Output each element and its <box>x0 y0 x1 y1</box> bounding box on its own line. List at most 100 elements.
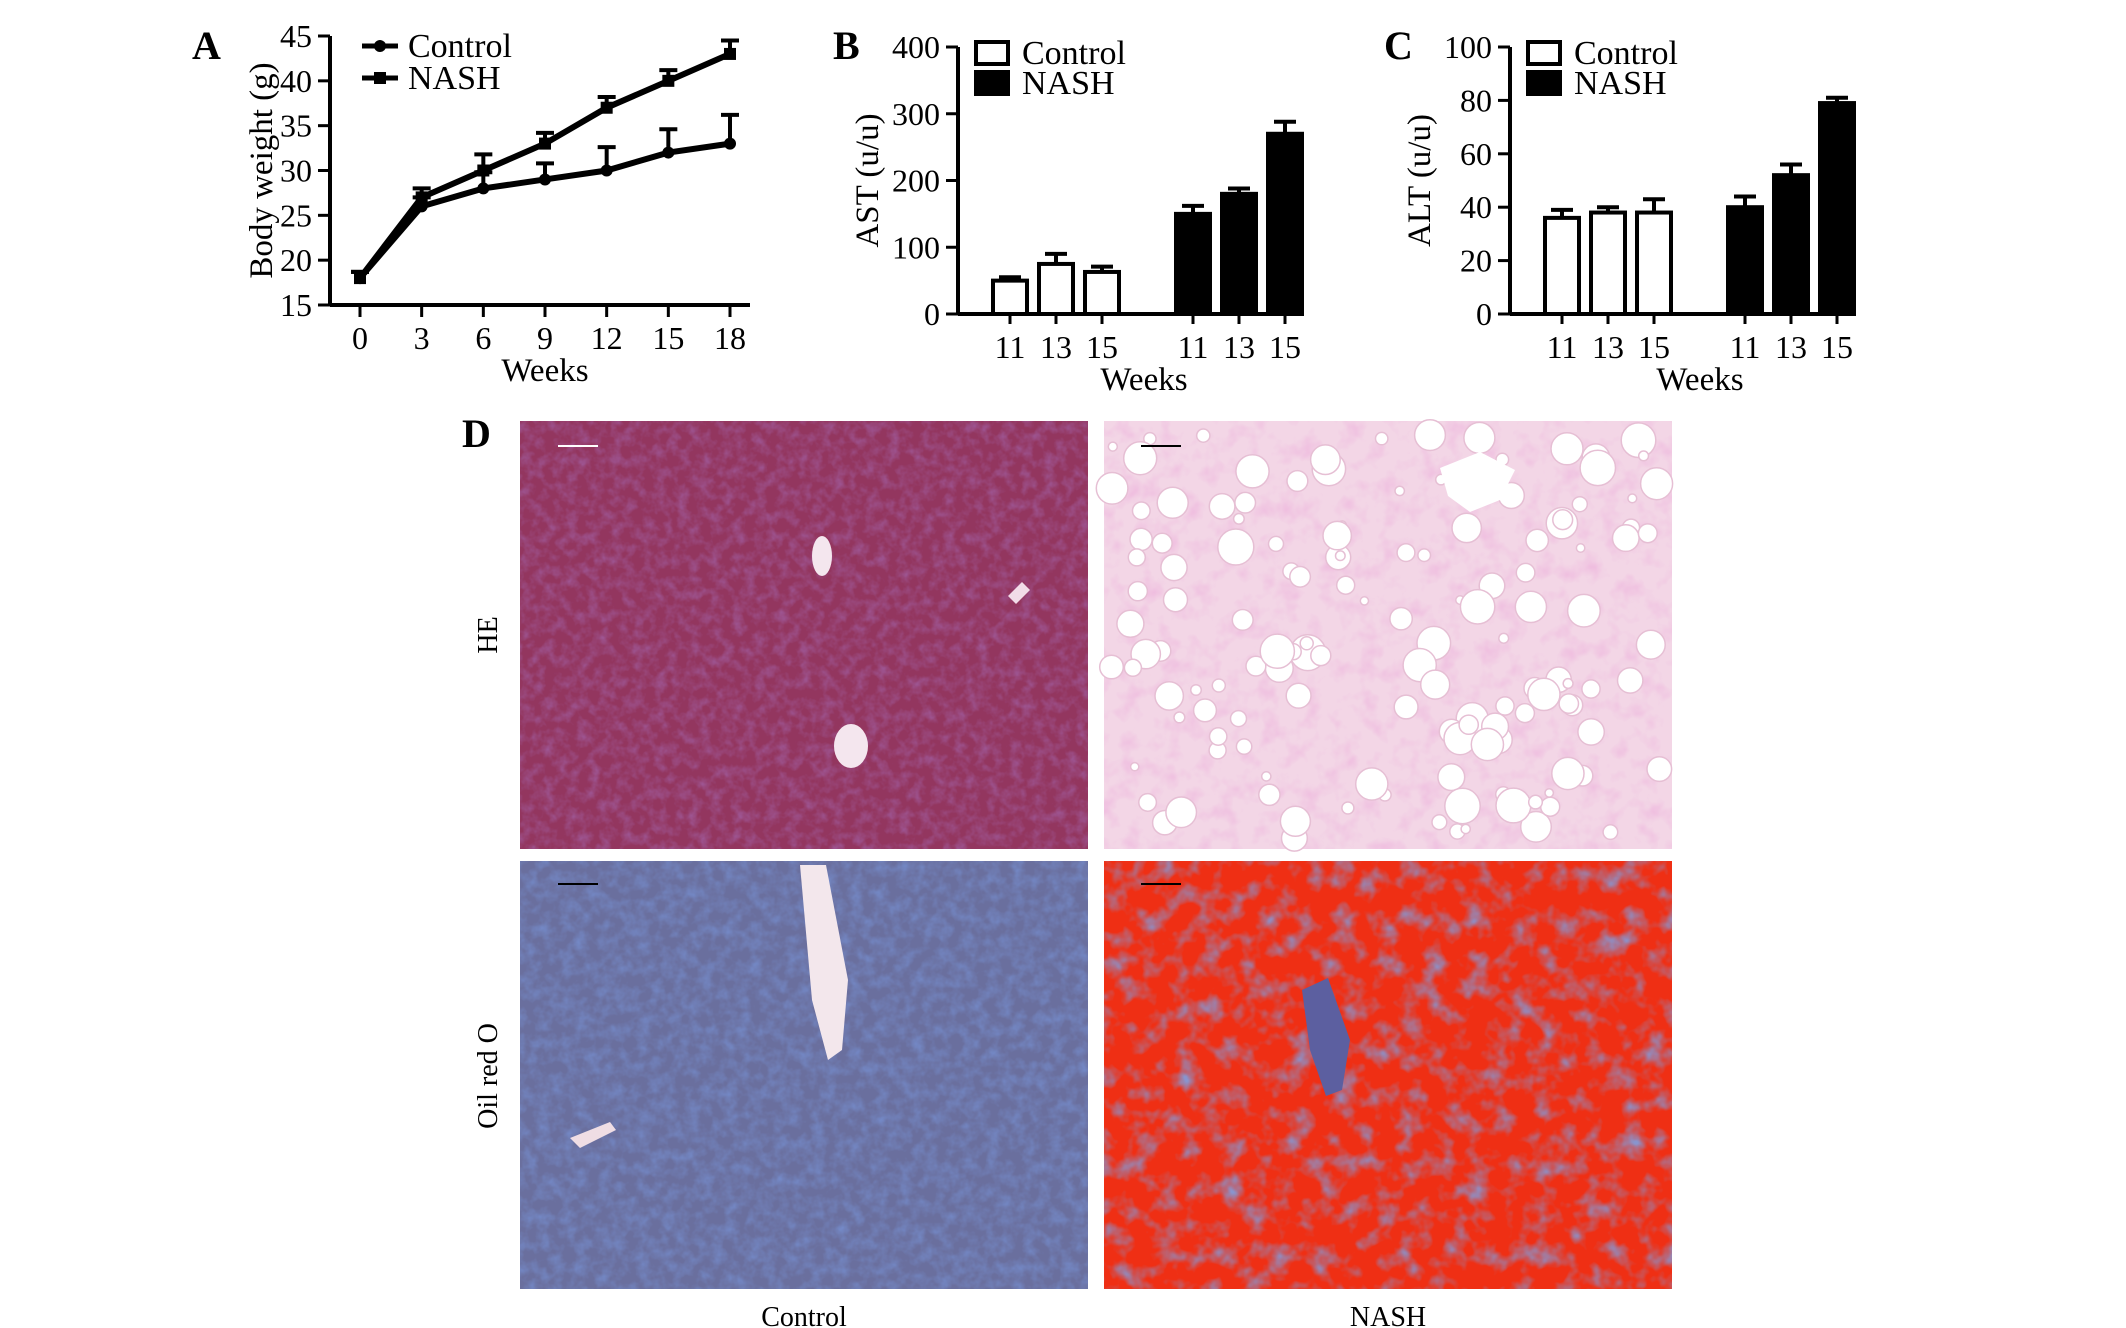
he-nash-vacuole <box>1138 792 1158 812</box>
he-nash-vacuole <box>1646 756 1673 783</box>
he-nash-vacuole <box>1451 512 1483 544</box>
he-control-texture <box>520 421 1088 849</box>
c-y-tick-label: 60 <box>1460 136 1492 172</box>
he-nash-vacuole <box>1289 565 1312 588</box>
oil-control-vein-2 <box>570 1122 616 1148</box>
he-nash-vacuole <box>1571 495 1589 513</box>
he-nash-vacuole <box>1151 532 1173 554</box>
he-nash-vacuole <box>1245 655 1267 677</box>
a-x-tick-label: 6 <box>475 320 491 356</box>
he-nash-vacuole <box>1581 679 1601 699</box>
he-nash-vacuole <box>1232 512 1245 525</box>
micrograph-he-nash <box>1095 418 1674 852</box>
c-y-tick-label: 20 <box>1460 243 1492 279</box>
c-legend-label: Control <box>1574 35 1678 72</box>
c-bar-control <box>1543 215 1581 317</box>
a-legend-label: Control <box>408 28 512 65</box>
he-nash-vacuole <box>1431 814 1448 831</box>
b-y-axis-title: AST (u/u) <box>850 113 886 247</box>
b-x-tick-label: 15 <box>1269 329 1301 365</box>
he-nash-vacuole <box>1602 824 1619 841</box>
he-nash-vacuole <box>1299 636 1314 651</box>
he-nash-vacuole <box>1444 787 1481 825</box>
b-bar-nash <box>1220 191 1258 317</box>
he-nash-vacuole <box>1259 633 1296 670</box>
c-y-tick-label: 0 <box>1476 296 1492 332</box>
he-nash-vacuole <box>1116 609 1145 639</box>
he-nash-vacuole <box>1310 644 1332 667</box>
he-nash-vacuole <box>1160 553 1188 582</box>
he-control-vein-3 <box>1008 582 1030 604</box>
column-label-nash: NASH <box>1350 1302 1426 1328</box>
he-nash-vacuole <box>1519 810 1553 843</box>
body-weight-line-chart: 15 20 25 30 35 40 45 0 3 6 9 12 15 18 Weeks Body weight… <box>244 18 750 389</box>
he-nash-vacuole <box>1341 801 1355 815</box>
c-x-tick-label: 15 <box>1638 329 1670 365</box>
a-y-tick-label: 25 <box>280 197 312 233</box>
b-legend-label: NASH <box>1022 65 1115 102</box>
a-x-tick-label: 9 <box>537 320 553 356</box>
micrograph-oil-control <box>520 861 1088 1289</box>
he-nash-vacuole <box>1231 608 1254 632</box>
panel-letter-d: D <box>462 411 491 456</box>
he-nash-vacuole <box>1234 491 1257 514</box>
a-point-nash <box>662 74 675 87</box>
he-nash-vacuole <box>1551 756 1585 791</box>
he-nash-vacuole <box>1639 466 1674 501</box>
he-nash-vacuole <box>1122 440 1158 476</box>
row-label-he: HE <box>473 616 504 653</box>
a-point-nash <box>354 272 366 285</box>
c-legend-label: NASH <box>1574 65 1667 102</box>
he-nash-vacuole <box>1616 666 1644 694</box>
c-legend-swatch-nash <box>1526 70 1562 96</box>
he-nash-vacuole <box>1579 449 1617 487</box>
he-nash-vacuole <box>1498 632 1510 644</box>
c-bar-nash <box>1772 173 1810 316</box>
a-point-nash <box>724 47 736 60</box>
b-y-tick-label: 0 <box>924 296 940 332</box>
he-nash-vacuole <box>1258 783 1281 807</box>
he-nash-vacuole <box>1208 727 1228 746</box>
a-y-tick-label: 15 <box>280 287 312 323</box>
he-nash-vacuole <box>1129 527 1153 552</box>
he-nash-vein <box>1440 452 1515 512</box>
he-nash-vacuole <box>1419 669 1451 700</box>
he-nash-vacuole <box>1544 787 1555 798</box>
a-point-nash <box>600 101 613 114</box>
b-bar-control <box>991 278 1029 316</box>
he-nash-vacuole <box>1635 629 1666 660</box>
c-x-axis-title: Weeks <box>1656 362 1743 398</box>
a-point-nash <box>477 164 490 177</box>
a-legend-label: NASH <box>408 60 501 97</box>
he-nash-vacuole <box>1637 450 1650 462</box>
he-nash-vacuole <box>1279 805 1312 838</box>
he-nash-vacuole <box>1458 714 1480 736</box>
he-nash-vacuole <box>1577 717 1606 746</box>
micrograph-he-control <box>520 421 1088 849</box>
c-bar-control <box>1589 210 1627 316</box>
b-y-tick-label: 100 <box>892 229 940 265</box>
c-y-tick-label: 40 <box>1460 189 1492 225</box>
he-nash-vacuole <box>1285 682 1312 709</box>
b-bar-nash <box>1266 131 1304 316</box>
he-nash-vacuole <box>1098 654 1125 680</box>
oil-nash-vein <box>1302 978 1350 1096</box>
b-bar-control <box>1037 261 1075 316</box>
b-y-tick-label: 200 <box>892 163 940 199</box>
he-nash-vacuole <box>1162 586 1189 613</box>
c-x-tick-label: 11 <box>1547 329 1578 365</box>
oil-nash-texture <box>1104 861 1672 1289</box>
he-nash-vacuole <box>1154 680 1185 711</box>
he-nash-vacuole <box>1611 524 1640 553</box>
a-x-tick-label: 12 <box>591 320 623 356</box>
a-y-tick-label: 30 <box>280 153 312 189</box>
c-y-tick-label: 100 <box>1444 29 1492 65</box>
he-nash-vacuole <box>1208 492 1236 520</box>
he-nash-vacuole <box>1095 471 1129 505</box>
he-nash-vacuole <box>1156 486 1189 520</box>
he-nash-vacuole <box>1173 711 1186 724</box>
a-x-tick-label: 0 <box>352 320 368 356</box>
he-nash-vacuole <box>1309 444 1341 476</box>
